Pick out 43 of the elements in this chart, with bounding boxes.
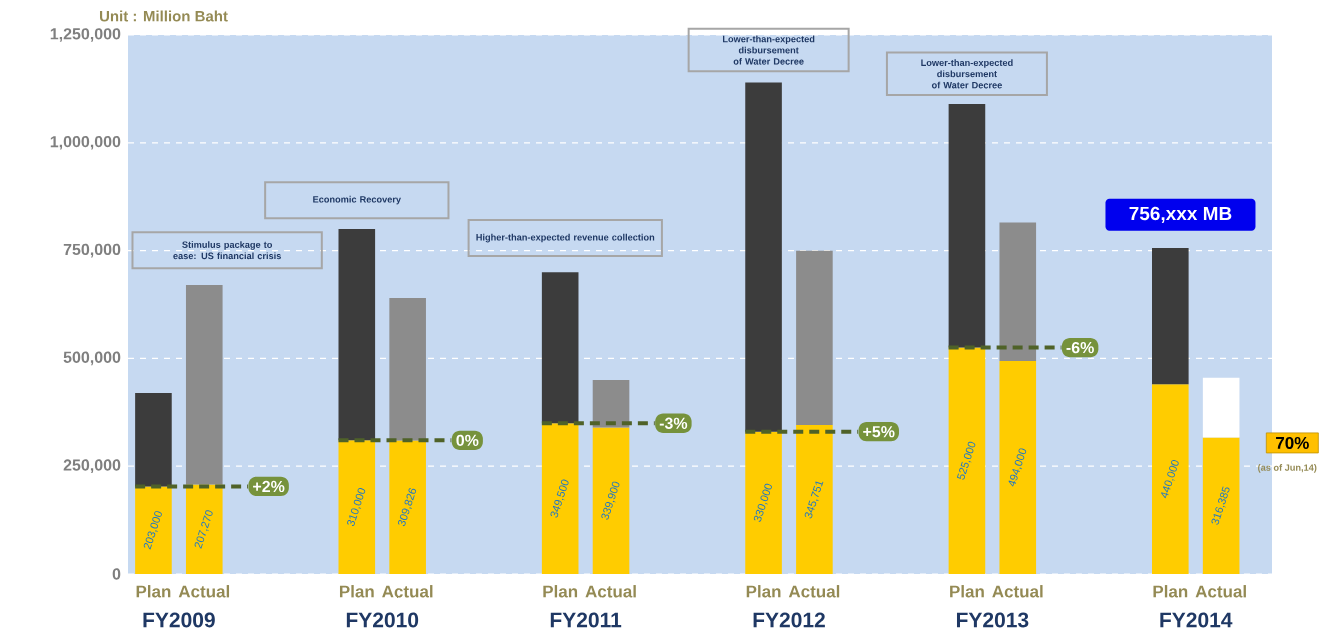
x-tick-label: Actual [788,585,840,598]
y-axis-title: Unit : Million Baht [99,10,228,22]
x-tick-label: Actual [992,585,1043,598]
x-tick-label: Plan [136,585,171,598]
y-tick-label: 250,000 [63,459,121,474]
text: FY2014 [1160,612,1233,628]
annotation: Higher-than-expected revenue collection [476,233,655,243]
annotation: +2% [253,480,285,493]
y-tick-label: 1,250,000 [50,28,121,42]
y-tick-label: 500,000 [63,351,121,366]
text: 70% [1276,436,1309,449]
y-tick-label: 0 [112,568,121,580]
annotation: 756,xxx MB [1129,206,1232,223]
x-tick-label: Plan [746,585,781,598]
annotation: 0% [456,434,479,446]
x-tick-label: Plan [339,585,374,598]
annotation: (as of Jun,14) [1258,464,1317,473]
text: FY2013 [956,612,1029,628]
annotation: Economic Recovery [313,195,401,205]
text: FY2010 [346,612,419,628]
y-tick-label: 750,000 [63,243,121,258]
annotation: Stimulus package to ease: US financial crisis [173,241,281,260]
data-label: 309,826 [397,487,417,527]
x-tick-label: Plan [1153,585,1188,598]
x-tick-label: Actual [382,585,433,598]
x-tick-label: Plan [950,585,984,598]
y-tick-label: 1,000,000 [50,135,121,150]
annotation: -3% [659,417,688,429]
x-tick-label: Actual [178,585,230,598]
data-label: 330,000 [753,483,772,522]
annotation: Lower-than-expected disbursement of Water Decree [723,35,815,65]
text: FY2009 [143,612,215,628]
annotation: Lower-than-expected disbursement of Water Decree [921,59,1013,89]
annotation: -6% [1066,341,1094,354]
text: FY2012 [753,612,825,628]
x-tick-label: Actual [1195,585,1246,598]
annotation: +5% [863,426,895,438]
data-label: 310,000 [347,488,366,527]
text: FY2011 [550,612,622,628]
data-label: 440,000 [1161,460,1179,499]
data-label: 494,000 [1008,448,1027,487]
x-tick-label: Plan [543,585,578,598]
x-tick-label: Actual [585,585,636,598]
